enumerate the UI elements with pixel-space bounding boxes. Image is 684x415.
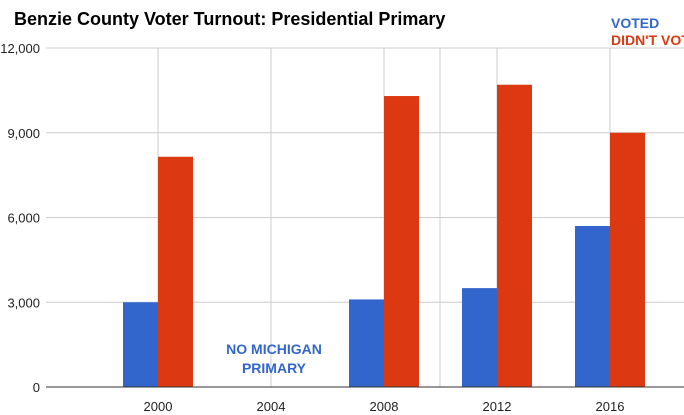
bar-didnt-vote-2016 (610, 132, 645, 387)
y-tick-label: 9,000 (7, 126, 40, 141)
bar-voted-2016 (575, 225, 610, 387)
chart-title: Benzie County Voter Turnout: Presidentia… (14, 9, 445, 29)
annotation-line-2: PRIMARY (242, 360, 307, 376)
x-tick-label: 2012 (483, 399, 512, 414)
bar-didnt-vote-2012 (497, 84, 532, 387)
x-tick-label: 2016 (596, 399, 625, 414)
x-tick-label: 2008 (370, 399, 399, 414)
x-tick-label: 2004 (257, 399, 286, 414)
y-tick-label: 0 (33, 380, 40, 395)
bar-voted-2012 (462, 288, 497, 387)
x-tick-label: 2000 (144, 399, 173, 414)
annotation-no-michigan-primary: NO MICHIGAN PRIMARY (226, 341, 322, 376)
bars (46, 84, 684, 388)
bar-voted-2008 (349, 299, 384, 387)
y-tick-label: 3,000 (7, 295, 40, 310)
annotation-line-1: NO MICHIGAN (226, 341, 322, 357)
legend-entry-didnt-vote: DIDN'T VOTE (611, 32, 684, 48)
y-tick-label: 6,000 (7, 211, 40, 226)
bar-voted-2000 (123, 302, 158, 387)
x-axis-ticks: 2000 2004 2008 2012 2016 (144, 399, 625, 414)
y-tick-label: 12,000 (0, 41, 40, 56)
bar-didnt-vote-2008 (384, 96, 419, 388)
y-axis-ticks: 0 3,000 6,000 9,000 12,000 (0, 41, 40, 395)
legend-entry-voted: VOTED (611, 15, 659, 31)
bar-didnt-vote-2000 (158, 156, 193, 387)
legend: VOTED DIDN'T VOTE (611, 15, 684, 48)
